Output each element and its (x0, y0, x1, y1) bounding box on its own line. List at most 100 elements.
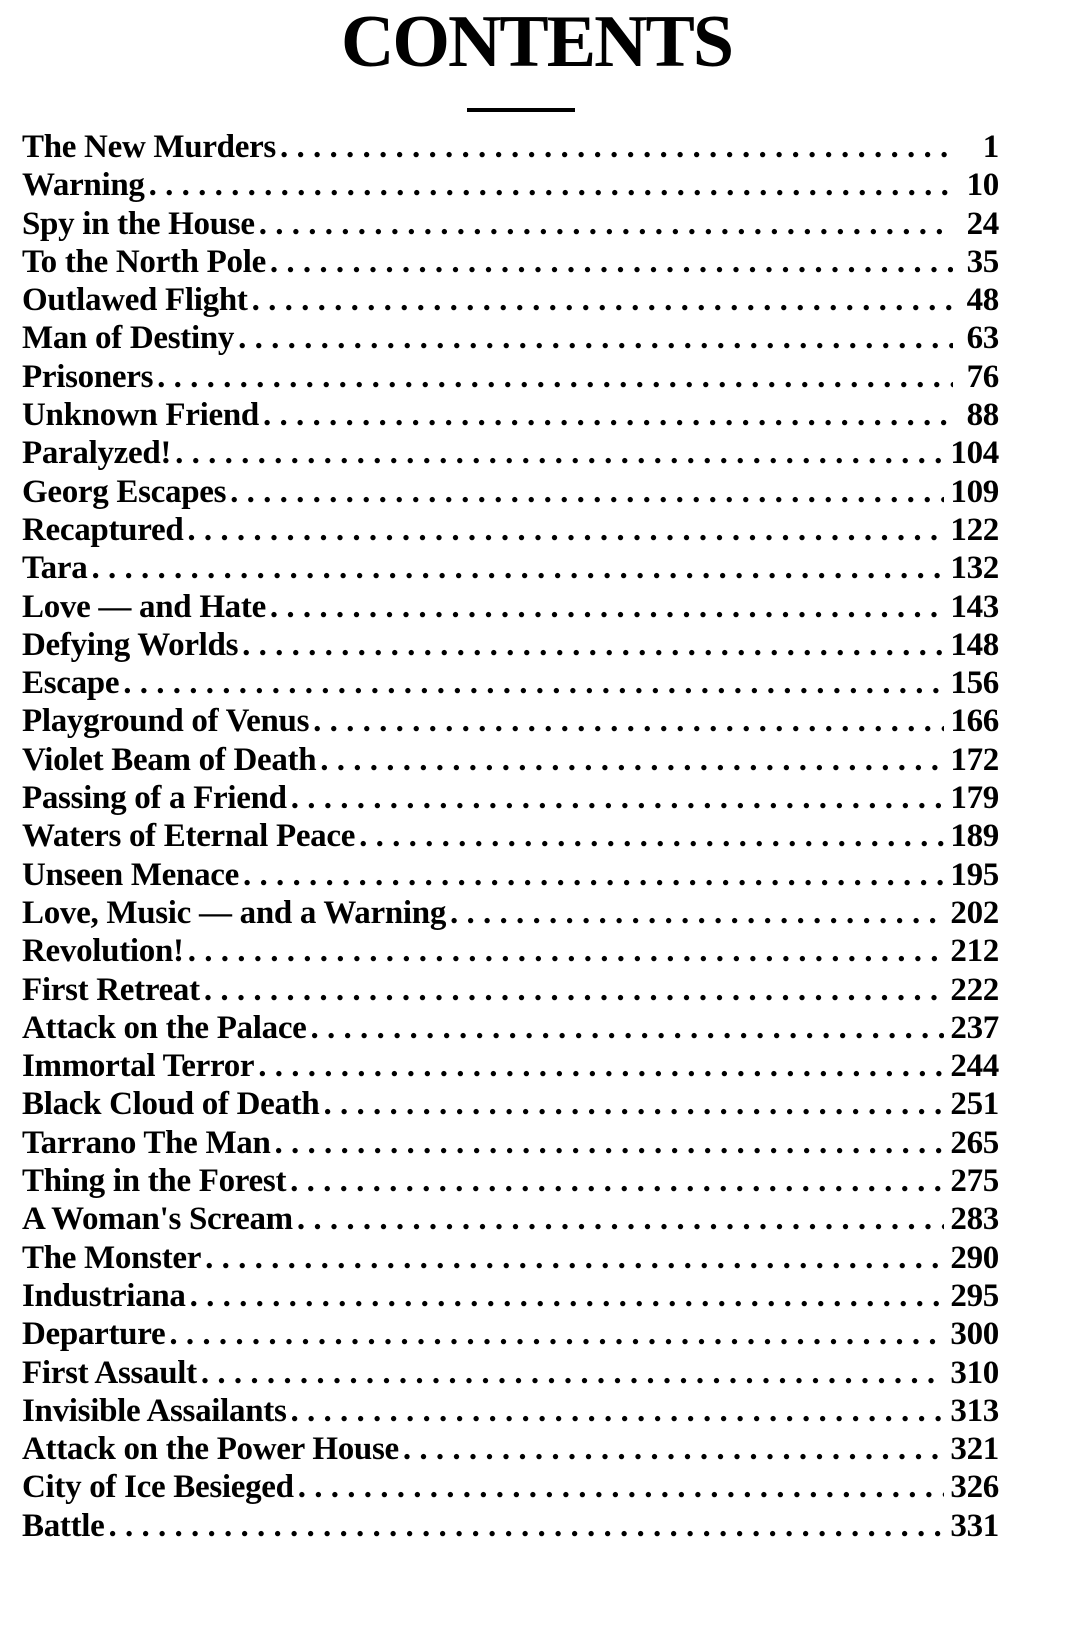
dot-leader (259, 205, 953, 243)
dot-leader (188, 932, 945, 970)
page-number: 156 (950, 665, 999, 702)
toc-entry: Thing in the Forest 275 (22, 1162, 999, 1200)
dot-leader (230, 473, 944, 511)
toc-entry: Playground of Venus 166 (22, 702, 999, 740)
page-number: 300 (950, 1316, 999, 1353)
chapter-title: The Monster (22, 1239, 202, 1276)
page-number: 321 (950, 1431, 999, 1468)
page-number: 104 (950, 435, 999, 472)
dot-leader (258, 1047, 944, 1085)
dot-leader (270, 588, 944, 626)
chapter-title: Invisible Assailants (22, 1392, 287, 1429)
toc-entry: Love, Music — and a Warning 202 (22, 894, 999, 932)
toc-entry: A Woman's Scream 283 (22, 1200, 999, 1238)
chapter-title: Black Cloud of Death (22, 1086, 320, 1123)
page-number: 172 (950, 741, 999, 778)
page-title: CONTENTS (340, 1, 734, 83)
toc-entry: Black Cloud of Death 251 (22, 1085, 999, 1123)
chapter-title: Warning (22, 167, 145, 204)
chapter-title: City of Ice Besieged (22, 1469, 294, 1506)
toc-entry: Love — and Hate 143 (22, 588, 999, 626)
dot-leader (298, 1468, 945, 1506)
chapter-title: Battle (22, 1507, 105, 1544)
chapter-title: Georg Escapes (22, 473, 227, 510)
chapter-title: First Retreat (22, 971, 200, 1008)
page-number: 202 (950, 894, 999, 931)
page-number: 76 (966, 358, 1000, 395)
toc-entry: Tarrano The Man 265 (22, 1124, 999, 1162)
chapter-title: Departure (22, 1316, 166, 1353)
chapter-title: Unknown Friend (22, 397, 259, 434)
dot-leader (403, 1430, 945, 1468)
chapter-title: The New Murders (22, 129, 276, 165)
dot-leader (263, 396, 953, 434)
page-number: 35 (966, 243, 1000, 280)
dot-leader (243, 856, 944, 894)
chapter-title: First Assault (22, 1354, 197, 1391)
chapter-title: To the North Pole (22, 243, 266, 280)
page-number: 10 (966, 167, 1000, 204)
toc-entry: City of Ice Besieged 326 (22, 1468, 999, 1506)
page-number: 212 (950, 933, 999, 970)
dot-leader (190, 1277, 945, 1315)
chapter-title: Unseen Menace (22, 856, 239, 893)
chapter-title: Love, Music — and a Warning (22, 894, 447, 931)
dot-leader (169, 1315, 944, 1353)
dot-leader (149, 166, 953, 204)
toc-entry: Outlawed Flight 48 (22, 281, 999, 319)
dot-leader (201, 1354, 945, 1392)
page-number: 1 (982, 129, 1000, 165)
dot-leader (157, 358, 953, 396)
page-number: 189 (950, 818, 999, 855)
toc-entry: Spy in the House 24 (22, 205, 999, 243)
page-number: 295 (950, 1277, 999, 1314)
page-number: 283 (950, 1201, 999, 1238)
chapter-title: Playground of Venus (22, 703, 310, 740)
chapter-title: Escape (22, 665, 120, 702)
page-number: 148 (950, 626, 999, 663)
dot-leader (280, 128, 953, 166)
chapter-title: A Woman's Scream (22, 1201, 293, 1238)
page-number: 290 (950, 1239, 999, 1276)
chapter-title: Paralyzed! (22, 435, 172, 472)
page-number: 326 (950, 1469, 999, 1506)
dot-leader (91, 549, 944, 587)
dot-leader (242, 626, 944, 664)
toc-entry: Immortal Terror 244 (22, 1047, 999, 1085)
page-number: 63 (966, 320, 1000, 357)
page-number: 122 (950, 511, 999, 548)
chapter-title: Man of Destiny (22, 320, 235, 357)
chapter-title: Attack on the Power House (22, 1431, 399, 1468)
dot-leader (323, 1085, 944, 1123)
dot-leader (290, 1162, 944, 1200)
toc-entry: The New Murders 1 (22, 128, 999, 166)
page-number: 310 (950, 1354, 999, 1391)
toc-entry: Unseen Menace 195 (22, 856, 999, 894)
toc-entry: First Retreat 222 (22, 971, 999, 1009)
page-number: 195 (950, 856, 999, 893)
chapter-title: Attack on the Palace (22, 1009, 307, 1046)
chapter-title: Recaptured (22, 511, 184, 548)
toc-entry: To the North Pole 35 (22, 243, 999, 281)
toc-entry: Warning 10 (22, 166, 999, 204)
toc-entry: Paralyzed! 104 (22, 434, 999, 472)
toc-entry: Attack on the Palace 237 (22, 1009, 999, 1047)
toc-entry: The Monster 290 (22, 1239, 999, 1277)
dot-leader (205, 1239, 944, 1277)
page-number: 132 (950, 550, 999, 587)
toc-entry: Recaptured 122 (22, 511, 999, 549)
dot-leader (109, 1507, 945, 1545)
dot-leader (291, 1392, 945, 1430)
toc-entry: Departure 300 (22, 1315, 999, 1353)
page-number: 331 (950, 1507, 999, 1544)
page-number: 88 (966, 397, 1000, 434)
toc-entry: Georg Escapes 109 (22, 473, 999, 511)
toc-entry: Unknown Friend 88 (22, 396, 999, 434)
toc-entry: Industriana 295 (22, 1277, 999, 1315)
chapter-title: Tarrano The Man (22, 1124, 271, 1161)
dot-leader (252, 281, 953, 319)
dot-leader (359, 817, 944, 855)
toc-entry: Prisoners 76 (22, 358, 999, 396)
toc-entry: Battle 331 (22, 1507, 999, 1545)
toc-entry: Attack on the Power House 321 (22, 1430, 999, 1468)
